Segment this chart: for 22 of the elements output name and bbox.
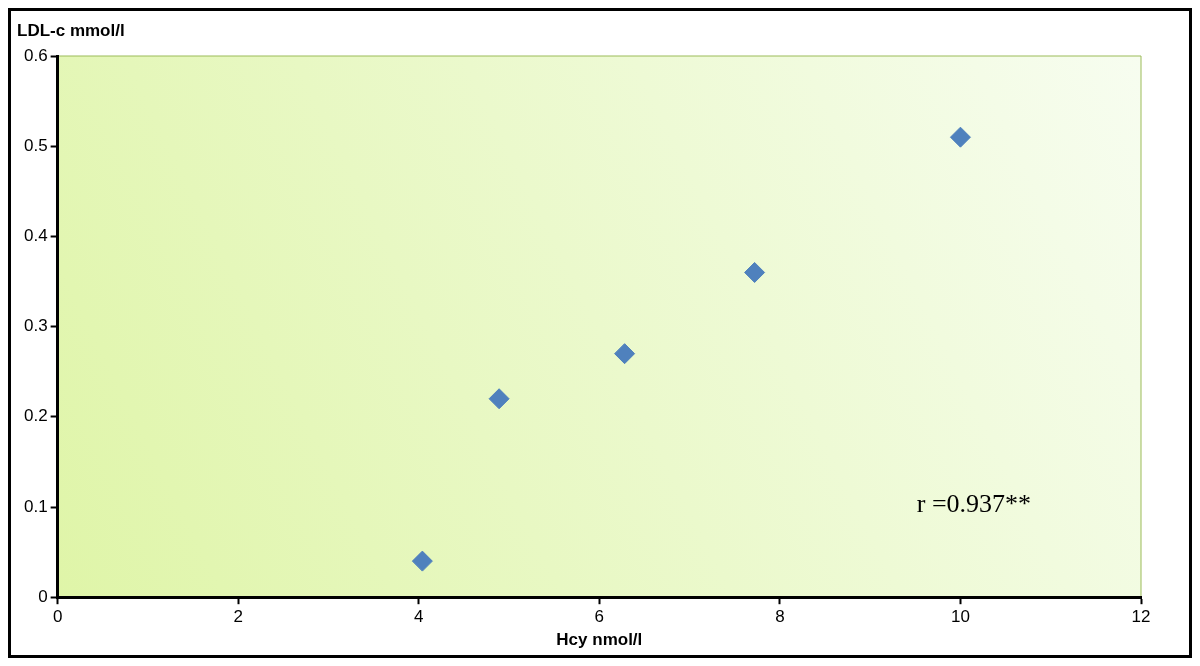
- y-tick-label: 0.2: [23, 406, 48, 426]
- point: [949, 126, 971, 148]
- point: [488, 388, 510, 410]
- annotation: r =0.937**: [916, 489, 1032, 519]
- y-tick-label: 0.6: [23, 45, 48, 65]
- point: [411, 550, 433, 572]
- y-tick-label: 0: [38, 586, 48, 606]
- point: [614, 343, 636, 365]
- y-tick-label: 0.1: [23, 496, 48, 516]
- x-tick-label: 8: [775, 607, 785, 627]
- y-axis-title: LDL-c mmol/l: [17, 21, 125, 41]
- x-tick-label: 10: [950, 607, 970, 627]
- x-axis-title: Hcy nmol/l: [556, 630, 643, 650]
- x-tick-label: 2: [233, 607, 243, 627]
- y-tick-label: 0.3: [23, 316, 48, 336]
- x-tick-label: 0: [52, 607, 63, 627]
- y-tick-label: 0.4: [23, 226, 48, 246]
- x-tick-label: 4: [414, 607, 424, 627]
- x-tick-label: 12: [1131, 607, 1151, 627]
- point: [744, 261, 766, 283]
- y-tick-label: 0.5: [23, 135, 48, 155]
- x-tick-label: 6: [594, 607, 605, 627]
